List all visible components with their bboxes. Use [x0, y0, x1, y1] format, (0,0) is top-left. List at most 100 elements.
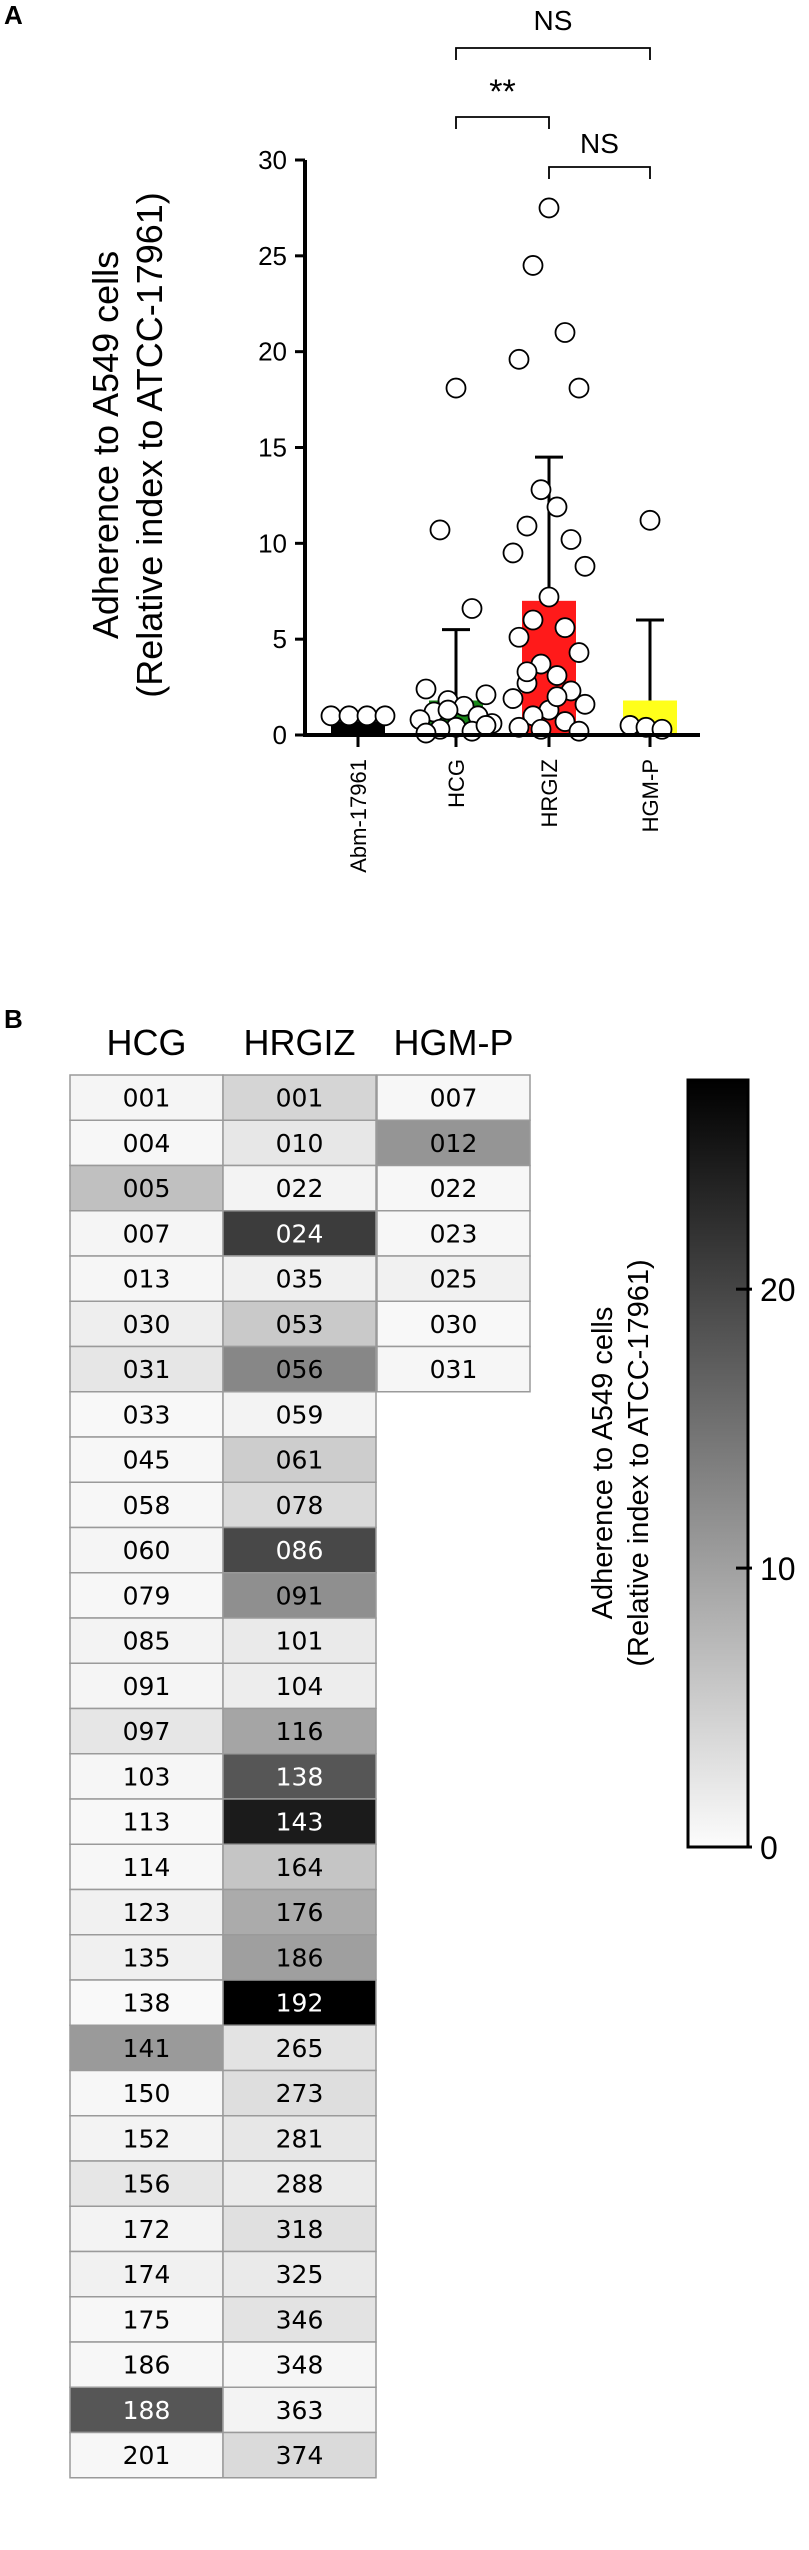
- data-point: [356, 705, 378, 727]
- heatmap-cell-label: 116: [276, 1717, 324, 1746]
- colorbar-tick-label: 10: [760, 1551, 796, 1587]
- heatmap-cell-label: 059: [276, 1400, 324, 1429]
- data-point: [508, 348, 530, 370]
- heatmap-cell-label: 005: [123, 1174, 171, 1203]
- heatmap-cell-label: 007: [430, 1084, 478, 1113]
- data-point: [568, 720, 590, 742]
- heatmap-cell: [222, 1345, 377, 1393]
- heatmap-cell-label: 281: [276, 2124, 324, 2153]
- colorbar-tick-label: 20: [760, 1272, 796, 1308]
- heatmap-cell: [222, 1979, 377, 2026]
- heatmap-cell-label: 013: [123, 1265, 171, 1294]
- heatmap-cell: [222, 1572, 377, 1619]
- heatmap-cell-label: 201: [123, 2441, 171, 2470]
- heatmap-cell-label: 101: [276, 1627, 324, 1656]
- data-point: [568, 642, 590, 663]
- data-point: [560, 529, 582, 550]
- adherence-bar-chart: Adherence to A549 cells (Relative index t…: [85, 5, 700, 873]
- heatmap-cell-label: 025: [430, 1265, 478, 1294]
- heatmap-cell-label: 346: [276, 2305, 324, 2334]
- heatmap-cell: [69, 1798, 224, 1845]
- heatmap-cell-label: 024: [276, 1219, 324, 1248]
- heatmap-cell-label: 348: [276, 2351, 324, 2380]
- x-tick-label-hcg: HCG: [444, 759, 469, 808]
- heatmap-cell-label: 135: [123, 1943, 171, 1972]
- heatmap-cell-label: 186: [276, 1943, 324, 1972]
- panel-a-label: A: [4, 0, 23, 30]
- heatmap-cell-label: 033: [123, 1400, 171, 1429]
- heatmap-cell: [222, 1119, 377, 1167]
- heatmap-cell: [222, 2250, 377, 2298]
- heatmap-cell-label: 325: [276, 2260, 324, 2289]
- heatmap-cell-label: 031: [430, 1355, 478, 1384]
- heatmap-cell-label: 141: [123, 2034, 171, 2063]
- heatmap-cell-label: 053: [276, 1310, 324, 1339]
- y-tick-label: 15: [258, 433, 287, 463]
- heatmap-cell-label: 086: [276, 1536, 324, 1565]
- heatmap-cell: [69, 1345, 224, 1393]
- heatmap-cell-label: 265: [276, 2034, 324, 2063]
- heatmap-cell-label: 023: [430, 1219, 478, 1248]
- heatmap-cell: [222, 2115, 377, 2162]
- y-axis-label-line2: (Relative index to ATCC-17961): [129, 192, 170, 698]
- data-point: [429, 519, 451, 541]
- heatmap-cell: [69, 1662, 224, 1710]
- heatmap-cell-label: 091: [276, 1581, 324, 1610]
- heatmap-cell-label: 363: [276, 2396, 324, 2425]
- heatmap-cell: [376, 1255, 531, 1302]
- adherence-heatmap: HCG 001 004 005 007 013 030 031 033 045 058 060 079 0…: [69, 1022, 796, 2479]
- heatmap-cell-label: 079: [123, 1581, 171, 1610]
- heatmap-cell: [222, 1255, 377, 1302]
- significance-label: **: [489, 73, 515, 111]
- heatmap-cell: [376, 1345, 531, 1393]
- heatmap-cell-label: 175: [123, 2305, 171, 2334]
- colorbar-label-line1: Adherence to A549 cells: [587, 1307, 619, 1620]
- significance-bracket: [455, 47, 651, 60]
- heatmap-cell: [222, 1707, 377, 1755]
- heatmap-cell: [69, 2024, 224, 2072]
- data-point: [415, 678, 437, 700]
- data-point: [522, 255, 544, 276]
- heatmap-cell-label: 010: [276, 1129, 324, 1158]
- heatmap-cell: [69, 2341, 224, 2388]
- heatmap-cell: [222, 1391, 377, 1438]
- heatmap-cell: [222, 2069, 377, 2117]
- heatmap-cell: [69, 1843, 224, 1891]
- heatmap-cell-label: 001: [123, 1084, 171, 1113]
- data-point: [320, 705, 342, 727]
- heatmap-cell-label: 113: [123, 1808, 171, 1837]
- x-tick-label-hgm-p: HGM-P: [638, 759, 663, 832]
- data-point: [554, 322, 576, 343]
- heatmap-cell-label: 114: [123, 1853, 171, 1882]
- heatmap-cell-label: 097: [123, 1717, 171, 1746]
- heatmap-cell-label: 035: [276, 1265, 324, 1294]
- panel-b-label: B: [4, 1004, 23, 1034]
- heatmap-cell: [69, 1391, 224, 1438]
- y-tick-label: 25: [258, 241, 287, 271]
- data-point: [508, 626, 530, 648]
- heatmap-cell: [69, 1255, 224, 1302]
- significance-label: NS: [580, 128, 619, 159]
- heatmap-cell-label: 060: [123, 1536, 171, 1565]
- heatmap-cell: [222, 1164, 377, 1212]
- data-point: [568, 377, 590, 399]
- heatmap-cell-label: 138: [123, 1989, 171, 2018]
- heatmap-cell: [222, 2024, 377, 2072]
- heatmap-cell: [69, 1888, 224, 1936]
- y-tick-label: 0: [273, 720, 287, 750]
- heatmap-cell: [69, 2205, 224, 2253]
- heatmap-cell-label: 056: [276, 1355, 324, 1384]
- data-point: [530, 479, 552, 501]
- heatmap-cell-label: 004: [123, 1129, 171, 1158]
- data-point: [437, 699, 459, 721]
- heatmap-cell-label: 031: [123, 1355, 171, 1384]
- colorbar-label-line2: (Relative index to ATCC-17961): [623, 1259, 655, 1666]
- data-point: [574, 693, 596, 715]
- heatmap-cell-label: 030: [123, 1310, 171, 1339]
- heatmap-cell: [69, 1753, 224, 1800]
- bar-abm-17961: [331, 721, 385, 735]
- heatmap-cell: [376, 1300, 531, 1348]
- heatmap-cell: [69, 1617, 224, 1664]
- heatmap-cell-label: 143: [276, 1808, 324, 1837]
- heatmap-cell-label: 186: [123, 2351, 171, 2380]
